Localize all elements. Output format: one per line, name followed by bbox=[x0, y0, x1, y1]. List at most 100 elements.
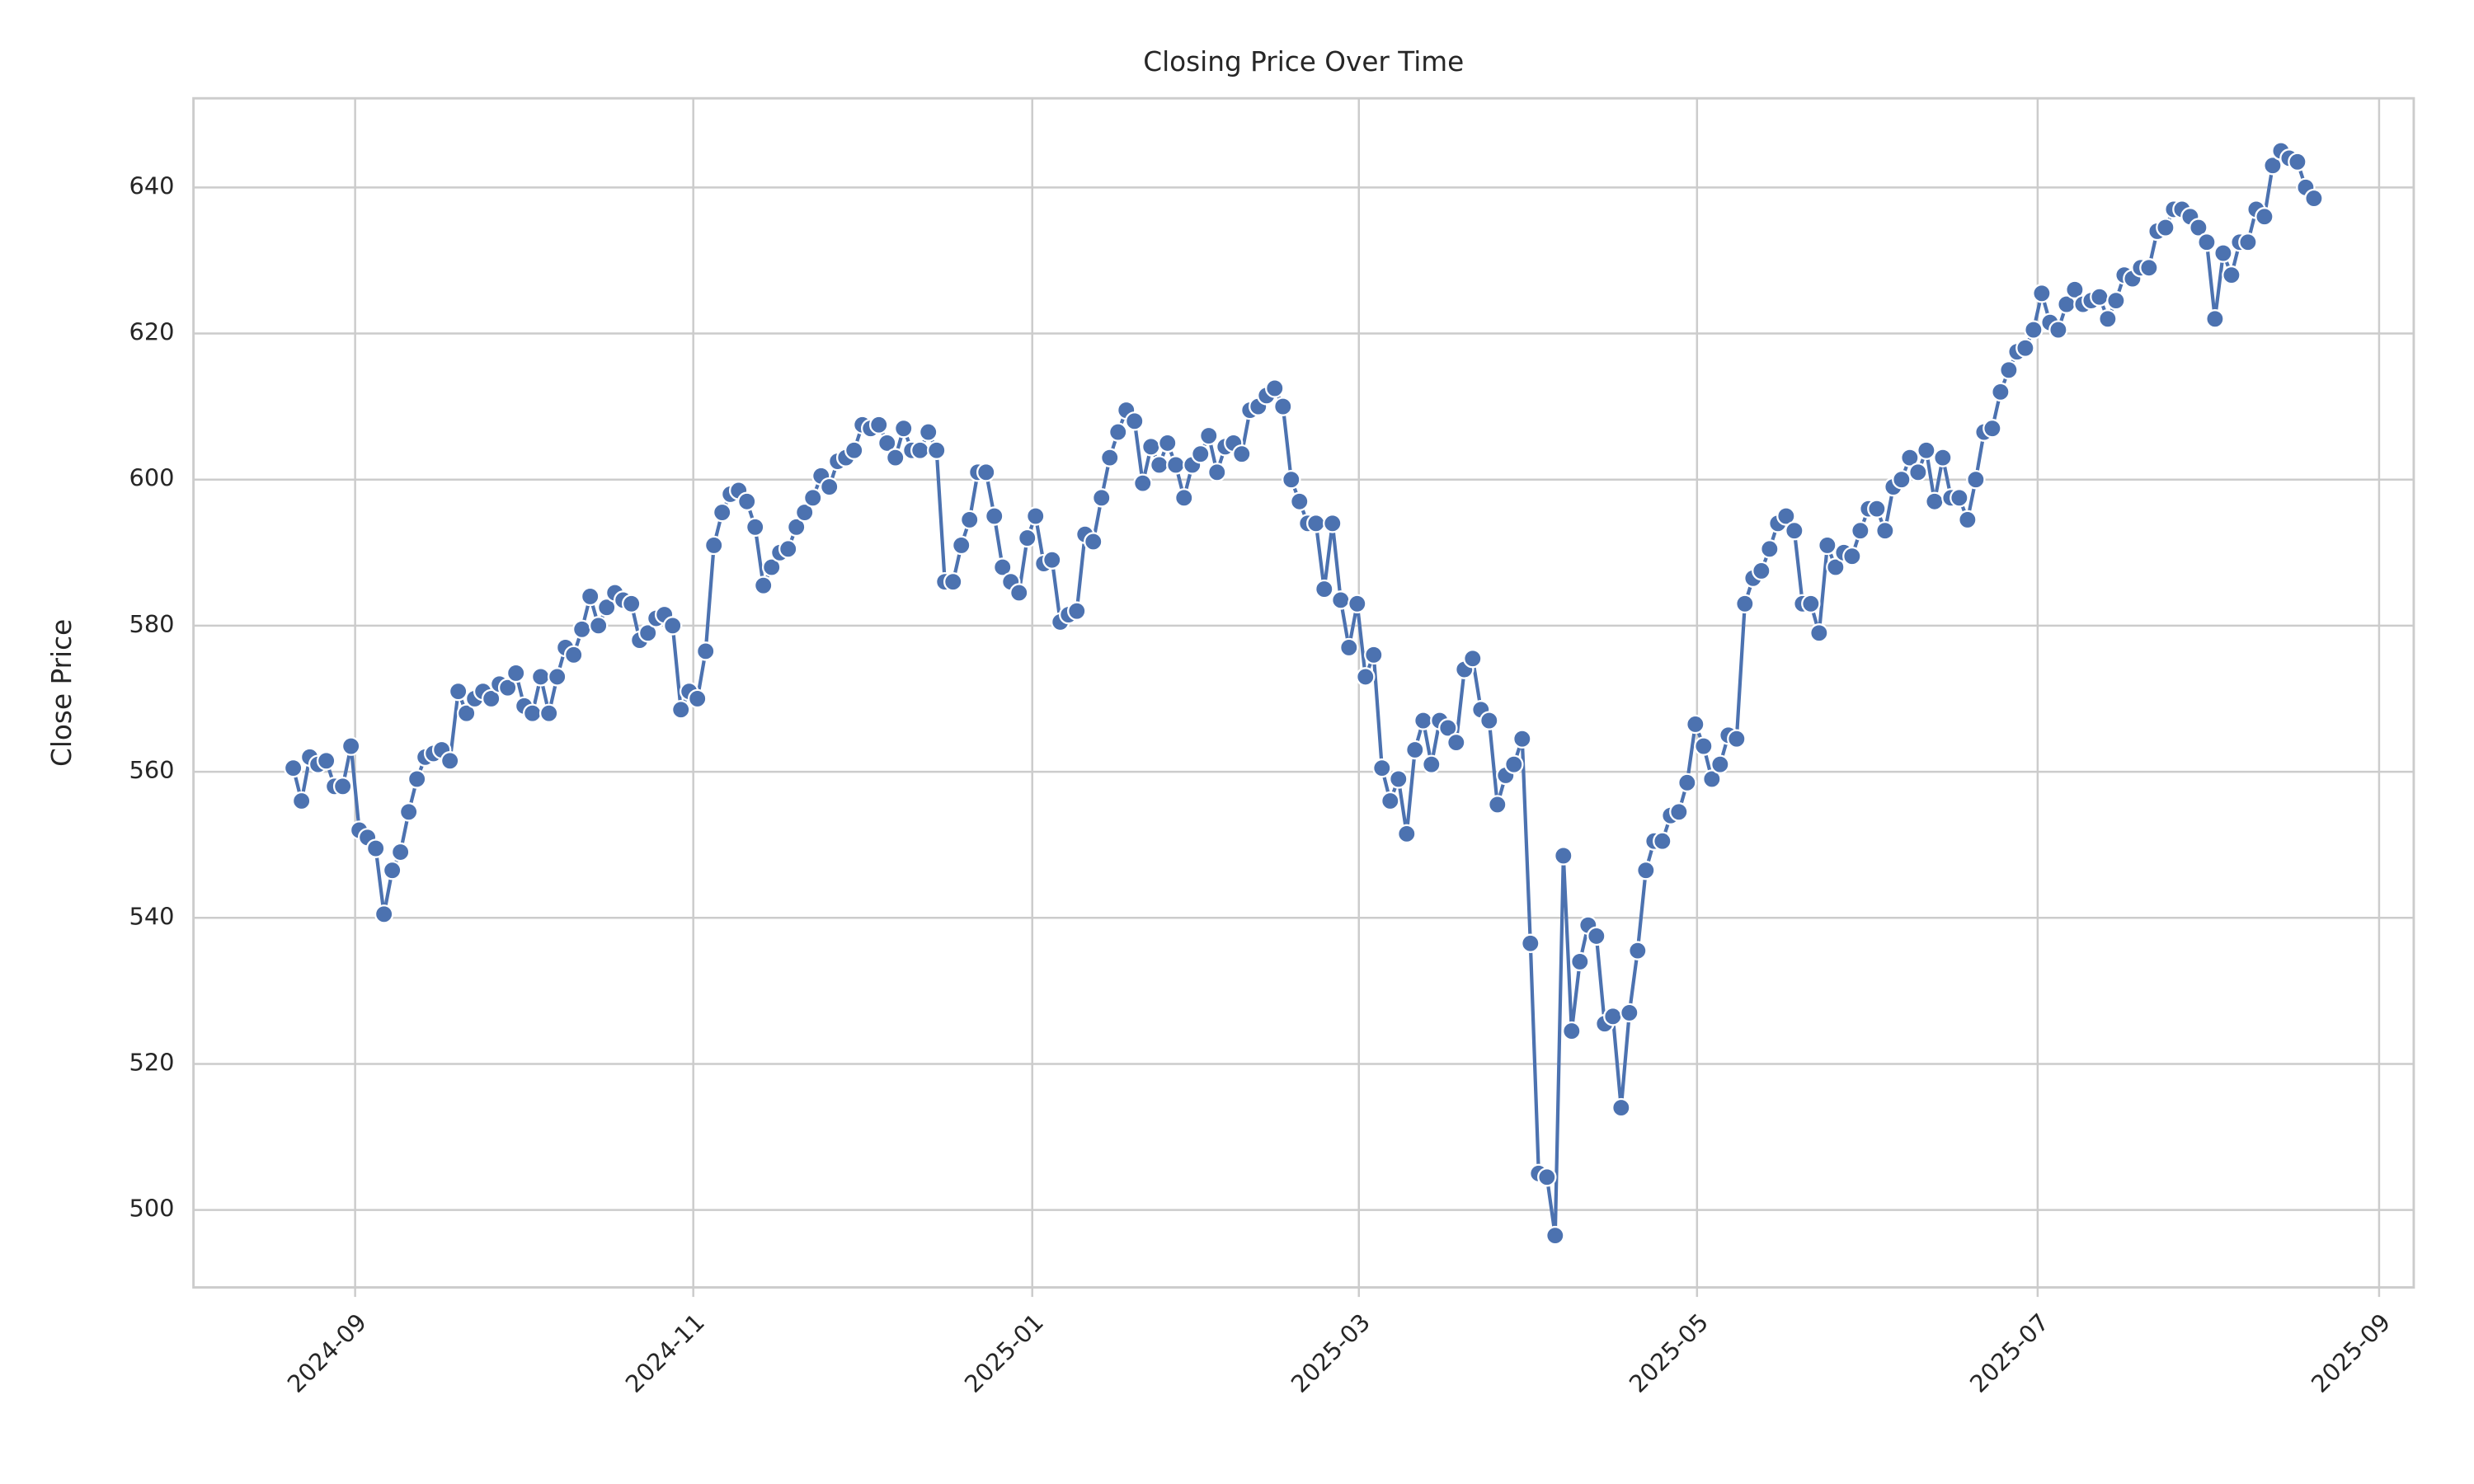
data-point bbox=[374, 904, 394, 924]
data-point bbox=[571, 619, 592, 640]
data-point bbox=[877, 433, 897, 453]
data-point bbox=[1364, 645, 1384, 665]
data-point bbox=[547, 667, 567, 687]
data-point bbox=[621, 594, 642, 614]
data-point bbox=[1950, 488, 1969, 508]
data-point bbox=[1752, 561, 1771, 581]
data-point bbox=[2024, 320, 2044, 340]
data-point bbox=[1512, 729, 1532, 749]
data-point bbox=[885, 448, 905, 467]
data-point bbox=[1867, 499, 1887, 519]
data-point bbox=[819, 477, 840, 497]
data-point bbox=[522, 703, 543, 723]
data-point bbox=[1958, 510, 1978, 530]
y-tick-label: 540 bbox=[129, 902, 175, 930]
data-point bbox=[1166, 455, 1186, 475]
data-point bbox=[1851, 520, 1870, 541]
data-point bbox=[1413, 711, 1433, 730]
data-point bbox=[456, 703, 477, 723]
data-point bbox=[736, 491, 757, 511]
data-point bbox=[1809, 623, 1829, 643]
data-point bbox=[1092, 488, 1112, 508]
data-point bbox=[1125, 411, 1145, 431]
data-point bbox=[365, 838, 386, 858]
y-tick-label: 640 bbox=[129, 171, 175, 200]
data-point bbox=[2156, 218, 2175, 237]
data-point bbox=[1694, 736, 1714, 756]
y-tick-label: 500 bbox=[129, 1195, 175, 1223]
data-point bbox=[1488, 795, 1507, 815]
data-point bbox=[1628, 941, 1648, 960]
data-point bbox=[1232, 444, 1252, 464]
data-point bbox=[703, 535, 724, 556]
data-point bbox=[539, 703, 559, 723]
data-point bbox=[1570, 951, 1590, 972]
data-point bbox=[1669, 802, 1689, 822]
y-axis-label: Close Price bbox=[46, 619, 78, 767]
data-point bbox=[1966, 469, 1986, 490]
data-point bbox=[1067, 601, 1087, 621]
data-point bbox=[1562, 1021, 1582, 1041]
data-point bbox=[910, 440, 930, 460]
data-point bbox=[1702, 769, 1722, 789]
data-point bbox=[1587, 926, 1606, 946]
data-point bbox=[1331, 590, 1351, 610]
data-point bbox=[2065, 279, 2085, 300]
data-point bbox=[1199, 425, 1219, 446]
data-point bbox=[2222, 265, 2241, 285]
data-point bbox=[1290, 491, 1310, 511]
data-point bbox=[687, 688, 708, 709]
data-point bbox=[1463, 649, 1483, 669]
data-point bbox=[1982, 418, 2002, 439]
data-point bbox=[440, 751, 460, 771]
data-point bbox=[1009, 583, 1029, 603]
data-point bbox=[1100, 448, 1120, 467]
data-point bbox=[1042, 550, 1062, 570]
data-point bbox=[637, 623, 658, 643]
data-point bbox=[1339, 637, 1359, 658]
data-point bbox=[1026, 506, 1046, 526]
data-point bbox=[2090, 287, 2109, 307]
data-point bbox=[1611, 1097, 1631, 1118]
data-point bbox=[390, 842, 411, 862]
y-tick-label: 600 bbox=[129, 464, 175, 492]
data-point bbox=[1479, 711, 1499, 730]
data-point bbox=[794, 502, 815, 523]
data-point bbox=[918, 422, 938, 442]
data-point bbox=[1735, 594, 1755, 614]
data-point bbox=[802, 488, 823, 508]
data-point bbox=[786, 517, 807, 538]
data-point bbox=[778, 539, 798, 559]
data-point bbox=[1653, 831, 1672, 851]
data-point bbox=[563, 645, 584, 665]
data-point bbox=[976, 463, 996, 482]
data-point bbox=[1521, 933, 1540, 953]
data-point bbox=[1191, 444, 1211, 464]
data-point bbox=[1636, 860, 1656, 881]
data-point bbox=[588, 616, 609, 636]
data-point bbox=[1389, 769, 1409, 789]
data-point bbox=[506, 663, 526, 683]
data-point bbox=[695, 641, 716, 661]
data-point bbox=[1727, 729, 1747, 749]
data-point bbox=[1686, 714, 1705, 735]
data-point bbox=[1892, 469, 1912, 490]
data-point bbox=[1785, 520, 1804, 541]
data-point bbox=[1933, 448, 1953, 467]
plot-frame bbox=[192, 96, 2415, 1289]
data-point bbox=[992, 557, 1013, 577]
data-point bbox=[1677, 773, 1697, 793]
data-point bbox=[530, 667, 551, 687]
data-point bbox=[926, 440, 947, 460]
data-point bbox=[1282, 469, 1301, 490]
data-point bbox=[1446, 732, 1466, 753]
data-point bbox=[316, 751, 336, 771]
data-point bbox=[1405, 740, 1425, 760]
data-point bbox=[745, 517, 765, 538]
data-point bbox=[670, 700, 691, 720]
data-point bbox=[1207, 463, 1227, 482]
chart-title: Closing Price Over Time bbox=[1143, 46, 1464, 77]
data-point bbox=[2263, 156, 2283, 176]
y-tick-label: 580 bbox=[129, 610, 175, 638]
